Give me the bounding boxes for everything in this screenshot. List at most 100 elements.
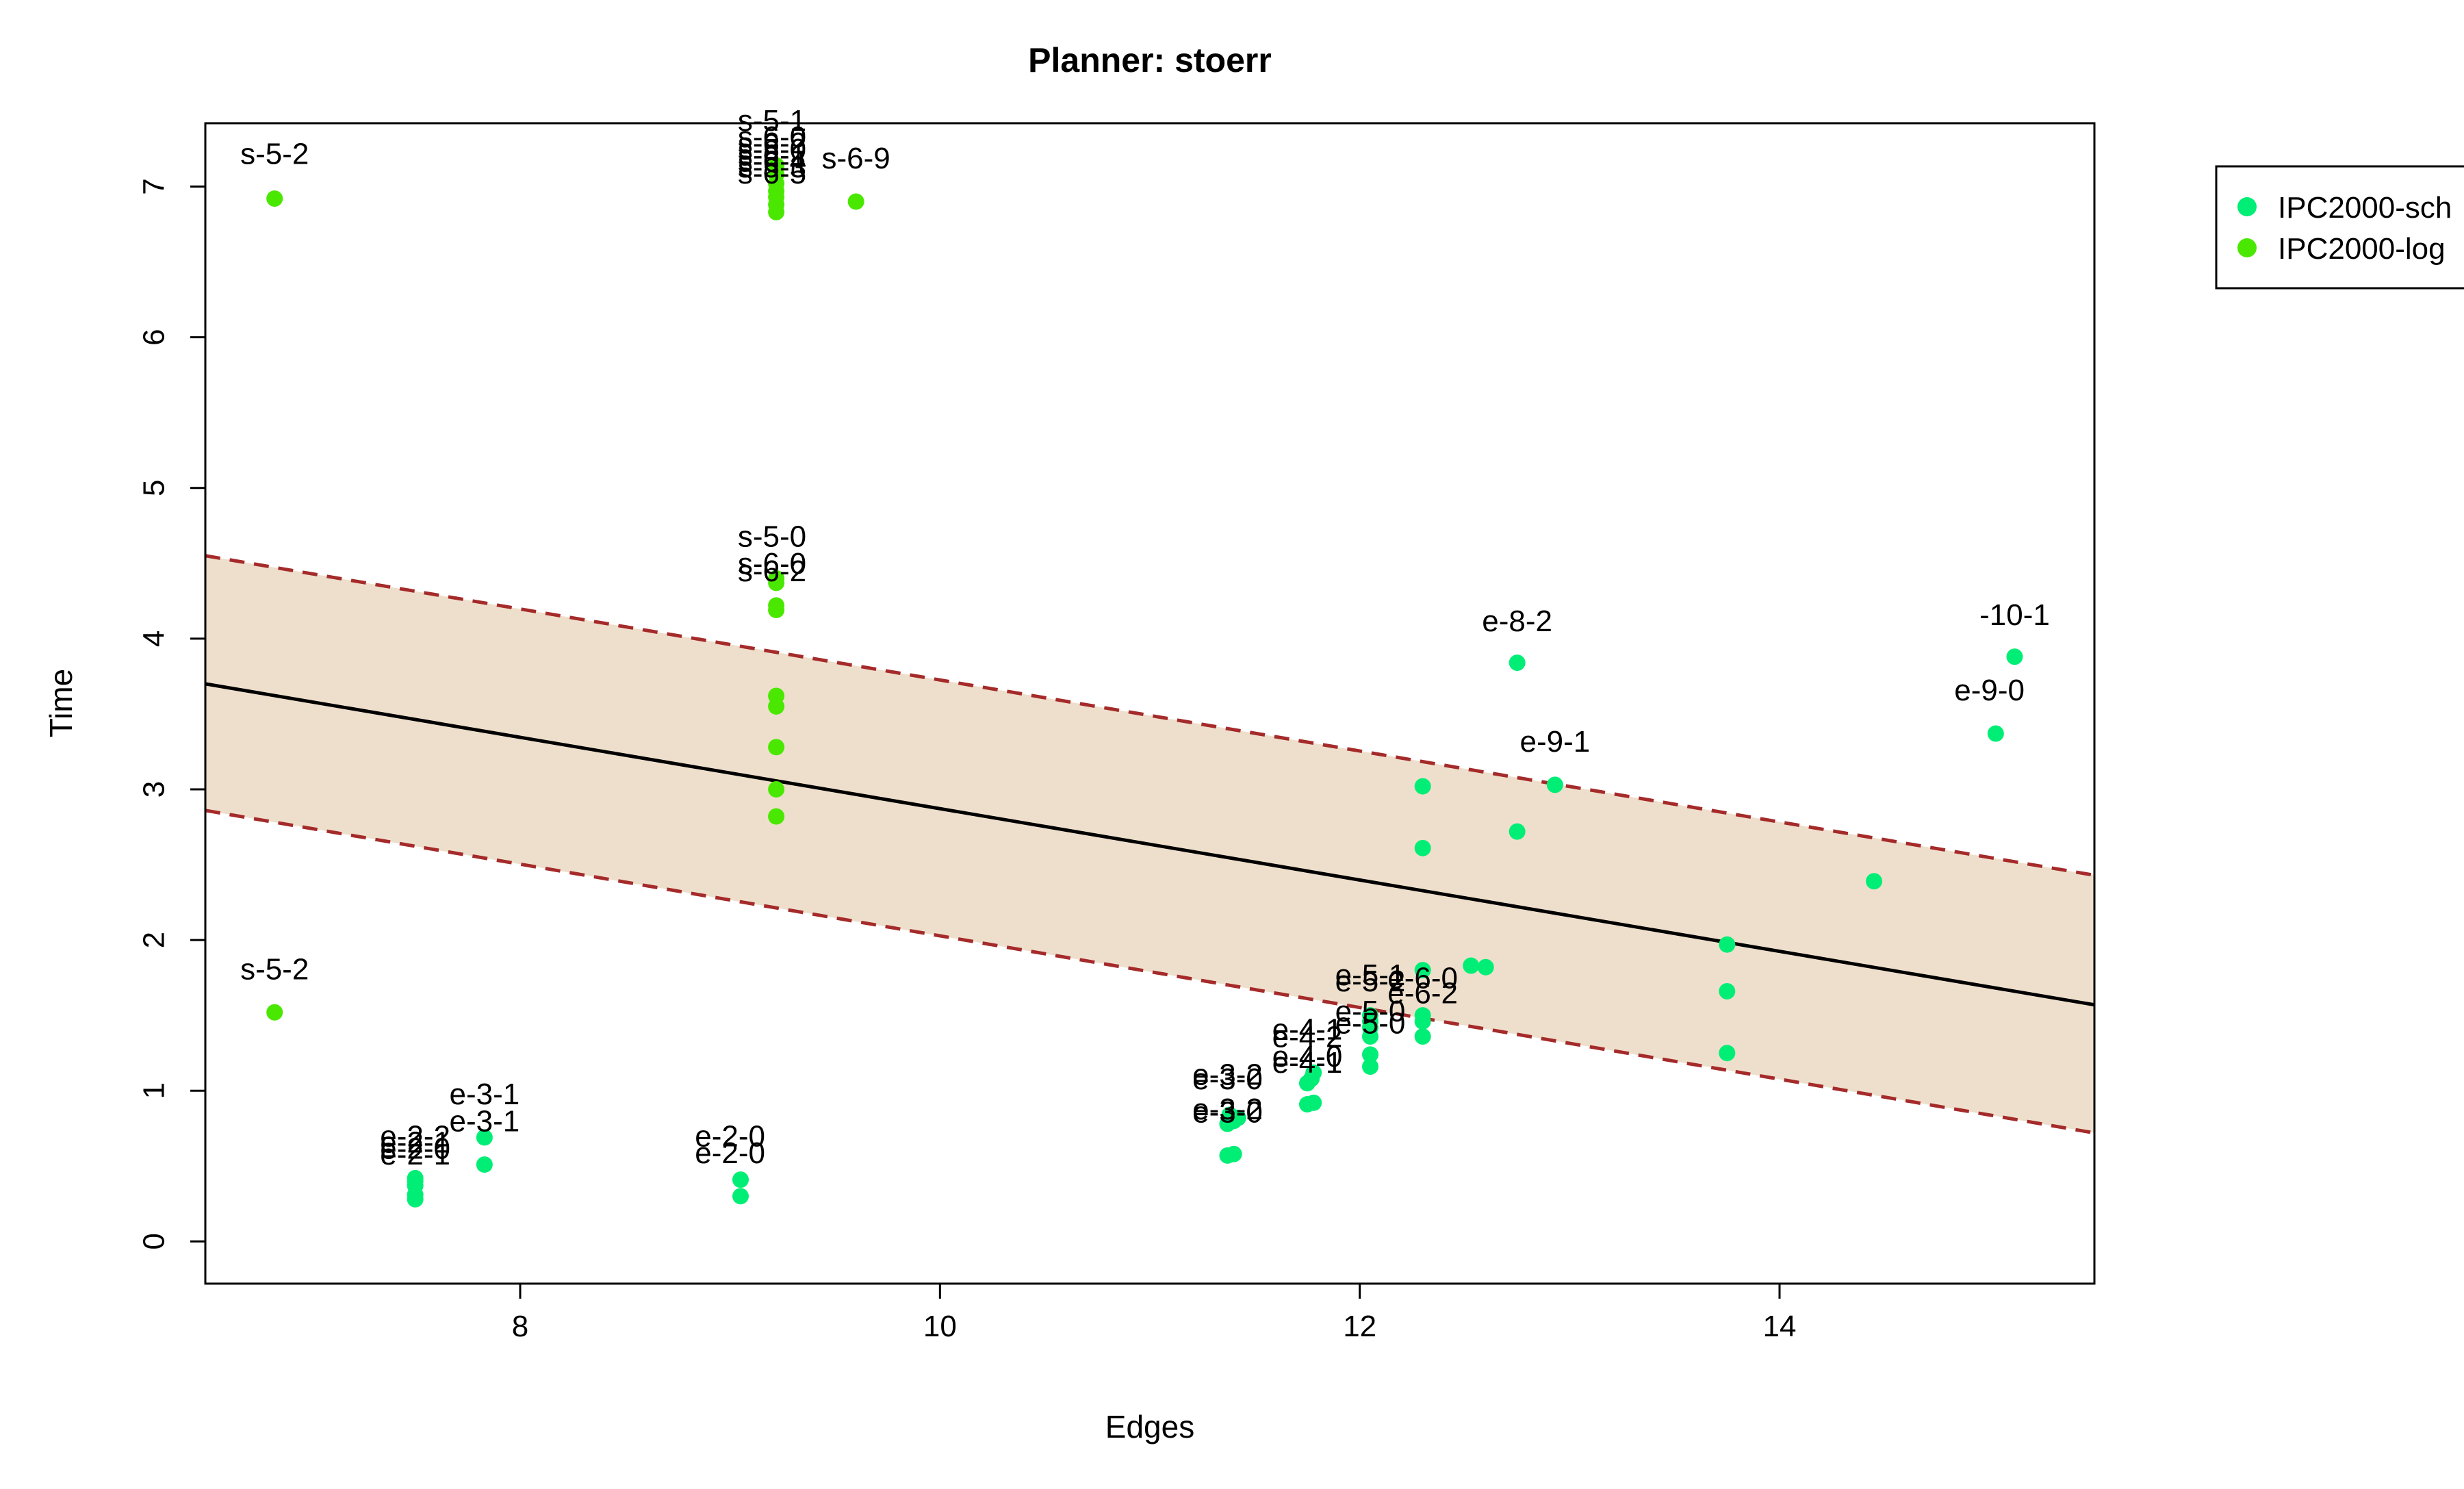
y-tick-label: 6: [138, 329, 171, 345]
point-label: s-6-9: [822, 142, 890, 175]
point-label: e-8-2: [1482, 604, 1552, 638]
point-label: e-2-2: [380, 1120, 450, 1154]
point-label: e-3-2: [1192, 1093, 1263, 1126]
data-point-sch: [1414, 962, 1431, 979]
point-label: e-2-0: [695, 1120, 765, 1154]
point-label: e-4-1: [1272, 1013, 1343, 1046]
point-label: s-5-0: [738, 133, 806, 166]
point-label: s-6-2: [738, 555, 806, 588]
data-point-log: [768, 739, 785, 756]
point-label: e-3-1: [450, 1078, 520, 1111]
y-tick-label: 2: [138, 932, 171, 948]
point-label: s-5-3: [738, 151, 806, 184]
data-point-sch: [1463, 957, 1480, 974]
point-label: e-4-1: [1272, 1046, 1343, 1080]
point-label: e-5-0: [1335, 1007, 1406, 1041]
data-point-sch: [1305, 1094, 1322, 1111]
point-label: s-6-1: [738, 139, 806, 173]
data-point-log: [768, 574, 785, 591]
data-point-sch: [1866, 873, 1882, 890]
point-label: e-5-2: [1335, 965, 1406, 998]
data-point-log: [768, 808, 785, 825]
point-label: e-6-2: [1387, 977, 1458, 1010]
point-label: e-2-1: [380, 1125, 450, 1159]
data-point-sch: [1305, 1064, 1322, 1081]
point-label: e-2-0: [380, 1132, 450, 1165]
y-tick-label: 1: [138, 1082, 171, 1099]
legend-box: [2215, 165, 2464, 290]
x-tick-label: 10: [923, 1310, 957, 1343]
data-point-sch: [1546, 776, 1563, 793]
data-point-sch: [732, 1188, 749, 1205]
point-label: -10-1: [1979, 598, 2050, 632]
data-point-sch: [1362, 1046, 1378, 1063]
y-tick-label: 7: [138, 178, 171, 194]
data-point-sch: [1719, 982, 1736, 1000]
point-label: e-5-1: [1335, 958, 1406, 992]
legend-label-sch: IPC2000-sch: [2278, 191, 2452, 225]
data-point-sch: [732, 1171, 749, 1188]
y-tick-label: 4: [138, 631, 171, 647]
point-label: s-6-2: [738, 127, 806, 160]
legend-marker-sch: [2237, 197, 2257, 216]
legend-marker-log: [2237, 238, 2257, 257]
point-label: s-5-2: [240, 137, 309, 170]
x-tick-label: 12: [1343, 1310, 1376, 1343]
data-point-sch: [1225, 1145, 1242, 1162]
x-tick-label: 8: [512, 1310, 528, 1343]
regression-line: [205, 682, 2095, 1007]
data-point-log: [768, 780, 785, 798]
legend-label-log: IPC2000-log: [2278, 232, 2446, 266]
point-label: s-6-0: [738, 120, 806, 154]
point-label: e-3-2: [1192, 1058, 1263, 1091]
data-point-log: [266, 1004, 283, 1021]
data-point-sch: [1477, 958, 1494, 976]
data-point-log: [768, 698, 785, 715]
point-label: e-3-0: [1192, 1095, 1263, 1129]
data-point-sch: [1509, 823, 1526, 840]
data-point-sch: [1719, 1045, 1736, 1062]
plot-frame: [204, 122, 2096, 1285]
legend: IPC2000-sch IPC2000-log: [2215, 165, 2464, 290]
data-point-sch: [1362, 1058, 1378, 1076]
point-label: s-6-0: [738, 547, 806, 581]
y-tick-label: 0: [138, 1233, 171, 1249]
data-point-log: [847, 193, 864, 210]
data-point-sch: [1509, 654, 1526, 672]
data-point-log: [768, 203, 785, 220]
point-label: s-5-0: [738, 520, 806, 554]
point-label: e-3-1: [450, 1105, 520, 1138]
data-point-sch: [1987, 725, 2004, 742]
chart-title: Planner: stoerr: [1028, 41, 1272, 79]
data-point-log: [768, 602, 785, 619]
data-point-sch: [1362, 1007, 1378, 1024]
data-point-sch: [1221, 1106, 1238, 1123]
point-label: e-9-1: [1520, 725, 1591, 759]
data-point-sch: [1414, 839, 1431, 856]
point-label: e-4-0: [1272, 1040, 1343, 1073]
x-axis-label: Edges: [1105, 1409, 1194, 1445]
plot-area: s-5-2s-5-2s-5-1s-6-0s-6-2s-5-0s-6-1s-6-4…: [205, 104, 2095, 1208]
x-tick-label: 14: [1763, 1310, 1797, 1343]
data-point-sch: [1414, 1028, 1431, 1045]
point-label: e-5-0: [1335, 995, 1406, 1028]
point-label: s-5-2: [240, 952, 309, 986]
point-label: e-6-0: [1387, 962, 1458, 995]
y-tick-label: 3: [138, 781, 171, 798]
y-axis-label: Time: [43, 669, 79, 738]
data-point-sch: [407, 1169, 424, 1186]
point-label: e-4-2: [1272, 1020, 1343, 1054]
point-label: s-6-5: [738, 157, 806, 190]
data-point-sch: [1719, 936, 1736, 953]
point-label: e-9-0: [1954, 674, 2025, 707]
y-tick-label: 5: [138, 479, 171, 496]
point-label: e-2-0: [695, 1136, 765, 1170]
point-label: s-5-1: [738, 104, 806, 138]
data-point-log: [266, 190, 283, 207]
point-label: e-3-0: [1192, 1062, 1263, 1096]
data-point-sch: [476, 1129, 493, 1146]
data-point-sch: [1414, 1007, 1431, 1024]
data-point-sch: [476, 1156, 493, 1173]
